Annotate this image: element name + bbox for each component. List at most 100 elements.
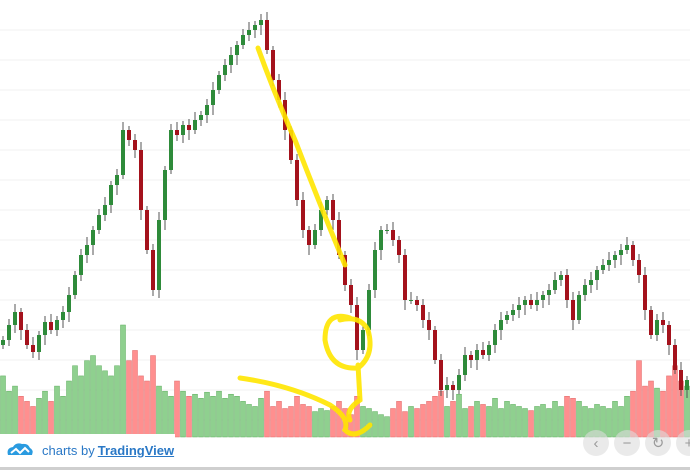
volume-bar [174, 380, 180, 438]
candle-body [55, 320, 59, 330]
volume-bar [258, 398, 264, 438]
volume-bar [270, 406, 276, 438]
candles [1, 12, 689, 400]
volume-bar [162, 390, 168, 438]
volume-bar [144, 380, 150, 438]
candle-body [343, 255, 347, 285]
volume-bar [402, 411, 408, 438]
candle-body [511, 310, 515, 315]
candle-body [601, 265, 605, 270]
tradingview-branding[interactable]: charts by TradingView [0, 434, 175, 466]
candle-body [163, 170, 167, 220]
volume-bar [468, 406, 474, 438]
volume-bar [558, 406, 564, 438]
candle-body [7, 325, 11, 340]
volume-bar [450, 401, 456, 438]
candle-body [133, 140, 137, 150]
volume-bar [18, 396, 24, 438]
volume-bar [132, 350, 138, 438]
volume-bar [612, 401, 618, 438]
volume-bar [96, 365, 102, 438]
candle-body [589, 280, 593, 285]
candle-body [85, 245, 89, 255]
candle-body [49, 322, 53, 330]
candle-body [637, 260, 641, 275]
scroll-left-button[interactable]: ‹ [583, 430, 609, 456]
candle-body [565, 275, 569, 300]
candle-body [451, 385, 455, 390]
candle-body [121, 130, 125, 175]
volume-bar [648, 380, 654, 438]
volume-bar [102, 370, 108, 438]
candle-body [331, 200, 335, 220]
volume-bar [546, 408, 552, 438]
volume-bar [666, 375, 672, 438]
candle-body [487, 345, 491, 355]
volume-bar [606, 408, 612, 438]
volume-bar [126, 360, 132, 438]
candle-body [1, 340, 5, 345]
candle-body [97, 215, 101, 230]
candle-body [493, 330, 497, 345]
candle-body [211, 90, 215, 105]
candle-body [553, 280, 557, 290]
gridlines [0, 29, 690, 421]
candle-body [607, 260, 611, 265]
candle-body [271, 50, 275, 80]
reset-button[interactable]: ↻ [645, 430, 671, 456]
candle-body [685, 380, 689, 390]
candle-body [193, 120, 197, 130]
candle-body [661, 320, 665, 325]
volume-bar [396, 401, 402, 438]
candle-body [373, 250, 377, 290]
candle-body [613, 255, 617, 260]
volume-bar [114, 365, 120, 438]
volume-bar [426, 401, 432, 438]
volume-bar [312, 411, 318, 438]
volume-bar [138, 375, 144, 438]
volume-bar [60, 396, 66, 438]
volume-bar [378, 414, 384, 438]
candle-body [109, 185, 113, 205]
candle-body [187, 125, 191, 130]
volume-bars [0, 324, 690, 438]
volume-bar [564, 396, 570, 438]
volume-bar [570, 398, 576, 438]
tradingview-link[interactable]: TradingView [97, 442, 175, 458]
candle-body [175, 130, 179, 135]
candle-body [67, 295, 71, 312]
volume-bar [510, 404, 516, 438]
candle-body [403, 255, 407, 300]
candle-body [277, 80, 281, 100]
volume-bar [534, 406, 540, 438]
volume-bar [72, 365, 78, 438]
candle-body [643, 275, 647, 310]
volume-bar [0, 375, 6, 438]
volume-bar [54, 385, 60, 438]
candle-body [667, 325, 671, 345]
volume-bar [234, 396, 240, 438]
volume-bar [672, 365, 678, 438]
candle-body [541, 295, 545, 300]
candle-body [337, 220, 341, 255]
candle-body [421, 305, 425, 320]
volume-bar [150, 355, 156, 438]
volume-bar [336, 401, 342, 438]
candle-body [181, 125, 185, 135]
volume-bar [240, 401, 246, 438]
candle-body [25, 330, 29, 345]
volume-bar [318, 408, 324, 438]
candle-body [241, 35, 245, 45]
volume-bar [120, 324, 126, 438]
volume-bar [78, 375, 84, 438]
zoom-in-button[interactable]: + [676, 430, 690, 456]
zoom-out-button[interactable]: − [614, 430, 640, 456]
volume-bar [642, 385, 648, 438]
candle-body [409, 300, 413, 301]
candle-body [31, 345, 35, 352]
candle-body [649, 310, 653, 335]
branding-text: charts by TradingView [42, 442, 175, 458]
candle-body [577, 295, 581, 320]
volume-bar [516, 406, 522, 438]
